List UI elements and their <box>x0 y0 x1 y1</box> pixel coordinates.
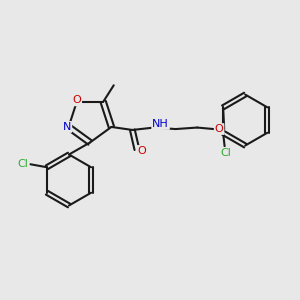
Text: O: O <box>215 124 224 134</box>
Text: N: N <box>63 122 71 132</box>
Text: O: O <box>72 95 81 105</box>
Text: Cl: Cl <box>221 148 232 158</box>
Text: O: O <box>137 146 146 156</box>
Text: NH: NH <box>152 119 169 129</box>
Text: Cl: Cl <box>17 159 28 169</box>
